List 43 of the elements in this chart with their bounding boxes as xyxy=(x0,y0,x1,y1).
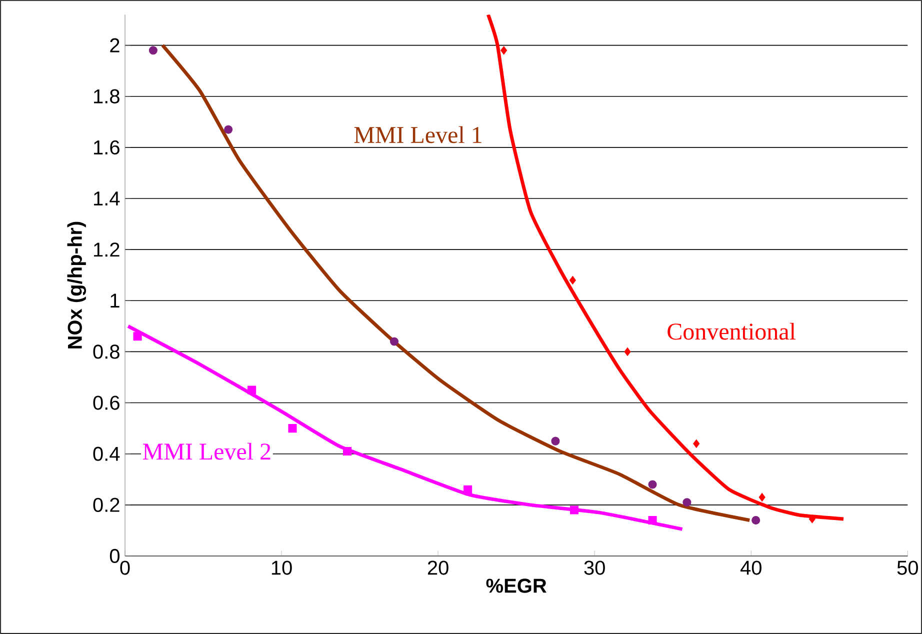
point xyxy=(752,516,760,525)
y-tick-label: 1.4 xyxy=(94,192,120,206)
point xyxy=(148,46,158,55)
y-axis-title: NOx (g/hp-hr) xyxy=(67,222,86,348)
point xyxy=(624,347,631,356)
point xyxy=(133,332,142,341)
y-tick-label: 1 xyxy=(110,294,120,308)
point xyxy=(682,498,692,507)
y-tick-label: 0.6 xyxy=(93,396,120,410)
x-tick-label: 0 xyxy=(120,560,130,575)
series-label: MMI Level 2 xyxy=(142,442,270,460)
x-tick-label: 50 xyxy=(897,560,918,575)
point xyxy=(569,276,576,284)
y-tick-label: 1.8 xyxy=(94,89,120,104)
y-tick-label: 0.2 xyxy=(93,498,120,512)
y-tick-label: 0 xyxy=(110,548,120,564)
text: Conventional xyxy=(668,322,796,340)
point xyxy=(551,436,560,446)
point xyxy=(648,516,657,525)
line-series xyxy=(486,14,846,521)
point xyxy=(570,506,579,514)
y-tick-label: 0.8 xyxy=(93,344,120,359)
y-tick-label: 1.2 xyxy=(94,242,120,257)
point xyxy=(500,46,508,55)
y-tick-label: 1.6 xyxy=(94,140,120,155)
point xyxy=(808,514,816,524)
x-tick-label: 40 xyxy=(740,560,762,575)
x-tick-label: 10 xyxy=(272,560,292,575)
point xyxy=(693,439,700,448)
point xyxy=(648,480,657,489)
point xyxy=(288,424,297,433)
point xyxy=(464,485,472,494)
x-tick-label: 20 xyxy=(428,560,448,575)
point xyxy=(343,447,352,456)
text: MMI Level 1 xyxy=(354,126,482,144)
point xyxy=(224,125,233,134)
x-axis-title: %EGR xyxy=(486,578,546,593)
y-tick-label: 0.4 xyxy=(93,446,120,461)
point xyxy=(390,337,399,346)
point xyxy=(758,492,766,502)
y-tick-label: 2 xyxy=(110,38,120,52)
x-tick-label: 30 xyxy=(584,560,605,575)
point xyxy=(248,386,256,394)
